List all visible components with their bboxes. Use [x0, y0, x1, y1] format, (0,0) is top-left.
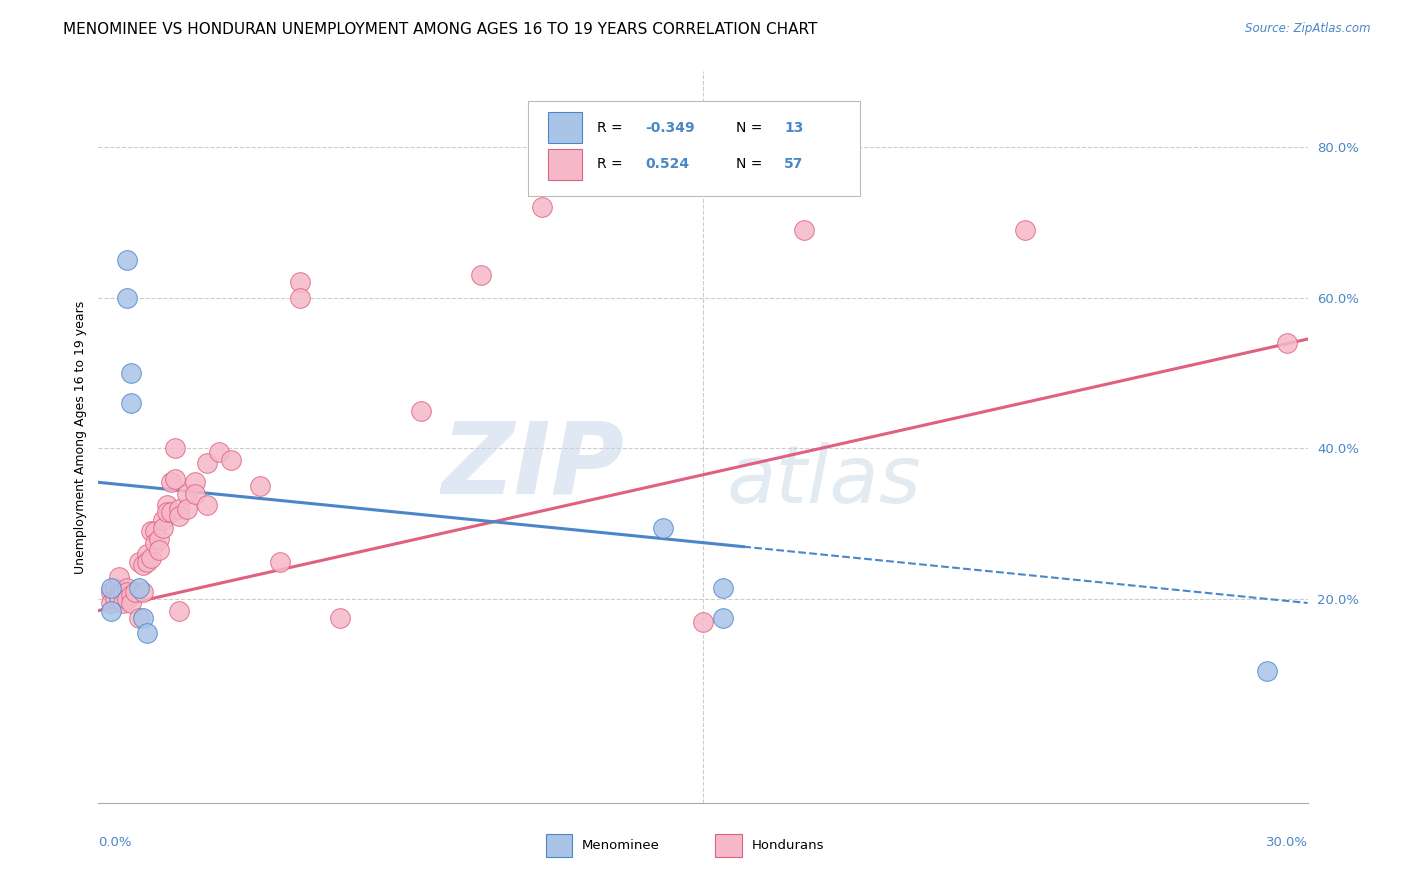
Point — [143, 535, 166, 549]
Point — [139, 524, 162, 539]
Point — [221, 452, 243, 467]
Point — [156, 498, 179, 512]
Point — [128, 554, 150, 568]
Text: N =: N = — [735, 120, 766, 135]
Point — [120, 589, 142, 603]
Text: R =: R = — [596, 120, 627, 135]
Point — [107, 592, 129, 607]
Point — [249, 479, 271, 493]
Point — [288, 291, 311, 305]
Point — [111, 584, 134, 599]
Point — [115, 581, 138, 595]
Point — [167, 509, 190, 524]
Text: 13: 13 — [785, 120, 803, 135]
Text: Hondurans: Hondurans — [751, 838, 824, 852]
Text: -0.349: -0.349 — [645, 120, 695, 135]
Point — [793, 223, 815, 237]
Point — [115, 252, 138, 267]
Text: 0.524: 0.524 — [645, 157, 689, 171]
Point — [103, 592, 125, 607]
Point — [100, 596, 122, 610]
Point — [124, 584, 146, 599]
Point — [152, 513, 174, 527]
Point — [148, 543, 170, 558]
Point — [163, 442, 186, 456]
Point — [1014, 223, 1036, 237]
Point — [139, 550, 162, 565]
Text: 0.0%: 0.0% — [98, 836, 132, 848]
Point — [167, 603, 190, 617]
Point — [107, 569, 129, 583]
Point — [409, 403, 432, 417]
Bar — [546, 833, 572, 857]
Point — [128, 611, 150, 625]
Point — [176, 501, 198, 516]
Text: Menominee: Menominee — [582, 838, 659, 852]
Point — [711, 581, 734, 595]
Y-axis label: Unemployment Among Ages 16 to 19 years: Unemployment Among Ages 16 to 19 years — [75, 301, 87, 574]
Point — [184, 475, 207, 490]
Point — [470, 268, 492, 282]
Point — [115, 291, 138, 305]
Point — [120, 396, 142, 410]
Bar — [548, 149, 582, 179]
Point — [148, 532, 170, 546]
FancyBboxPatch shape — [527, 101, 860, 195]
Point — [135, 547, 157, 561]
Point — [115, 584, 138, 599]
Point — [1256, 664, 1278, 678]
Point — [651, 520, 673, 534]
Text: atlas: atlas — [727, 442, 921, 520]
Point — [103, 581, 125, 595]
Point — [195, 498, 218, 512]
Text: ZIP: ZIP — [441, 417, 624, 515]
Point — [111, 596, 134, 610]
Point — [288, 276, 311, 290]
Point — [132, 584, 155, 599]
Text: 30.0%: 30.0% — [1265, 836, 1308, 848]
Point — [100, 581, 122, 595]
Point — [329, 611, 352, 625]
Point — [156, 506, 179, 520]
Text: Source: ZipAtlas.com: Source: ZipAtlas.com — [1246, 22, 1371, 36]
Point — [160, 475, 183, 490]
Point — [167, 501, 190, 516]
Point — [100, 603, 122, 617]
Point — [176, 486, 198, 500]
Point — [530, 200, 553, 214]
Point — [120, 366, 142, 380]
Text: N =: N = — [735, 157, 766, 171]
Point — [107, 589, 129, 603]
Point — [269, 554, 291, 568]
Point — [195, 457, 218, 471]
Point — [692, 615, 714, 629]
Point — [135, 626, 157, 640]
Point — [128, 581, 150, 595]
Text: R =: R = — [596, 157, 631, 171]
Point — [115, 592, 138, 607]
Point — [1277, 335, 1299, 350]
Point — [163, 471, 186, 485]
Point — [143, 524, 166, 539]
Point — [208, 445, 231, 459]
Text: MENOMINEE VS HONDURAN UNEMPLOYMENT AMONG AGES 16 TO 19 YEARS CORRELATION CHART: MENOMINEE VS HONDURAN UNEMPLOYMENT AMONG… — [63, 22, 818, 37]
Bar — [548, 112, 582, 143]
Point — [132, 558, 155, 573]
Point — [160, 506, 183, 520]
Point — [184, 486, 207, 500]
Text: 57: 57 — [785, 157, 803, 171]
Point — [100, 584, 122, 599]
Bar — [716, 833, 742, 857]
Point — [135, 554, 157, 568]
Point — [152, 520, 174, 534]
Point — [711, 611, 734, 625]
Point — [132, 611, 155, 625]
Point — [120, 596, 142, 610]
